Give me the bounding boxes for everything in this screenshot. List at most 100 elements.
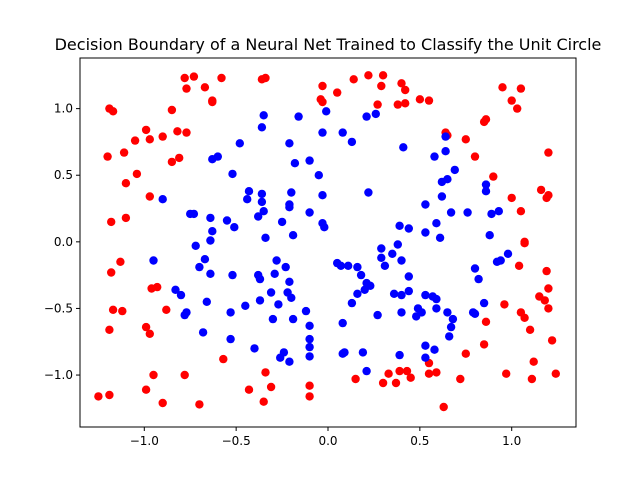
data-point-s1-145 (437, 192, 447, 201)
data-point-s1-125 (404, 224, 413, 233)
data-point-s0-22 (145, 192, 154, 201)
data-point-s1-98 (421, 290, 430, 300)
data-point-s1-58 (274, 300, 283, 309)
data-point-s0-28 (118, 306, 127, 316)
data-point-s0-44 (259, 397, 268, 406)
data-point-s1-134 (380, 261, 390, 270)
data-point-s1-21 (287, 188, 296, 197)
data-point-s0-64 (502, 369, 511, 378)
data-point-s1-42 (149, 256, 158, 265)
data-point-s1-6 (362, 112, 371, 121)
data-point-s0-111 (316, 95, 325, 104)
data-point-s0-102 (401, 99, 410, 108)
data-point-s0-82 (516, 207, 526, 216)
data-point-s1-137 (344, 261, 353, 270)
data-point-s0-1 (108, 107, 118, 116)
data-point-s0-80 (520, 237, 529, 246)
data-point-s0-4 (141, 125, 151, 135)
data-point-s0-20 (121, 179, 131, 188)
data-point-s1-30 (230, 223, 239, 232)
data-point-s1-83 (421, 353, 430, 362)
data-point-s0-114 (257, 75, 267, 84)
data-point-s1-103 (448, 314, 458, 324)
data-point-s0-53 (395, 366, 404, 376)
data-point-s1-61 (305, 321, 314, 330)
data-point-s1-75 (305, 334, 314, 344)
data-point-s1-33 (277, 217, 287, 227)
data-point-s0-78 (514, 261, 524, 270)
data-point-s1-126 (395, 221, 404, 230)
data-point-s0-15 (173, 127, 182, 136)
chart-title: Decision Boundary of a Neural Net Traine… (55, 35, 602, 54)
data-point-s1-52 (285, 277, 294, 286)
data-point-s1-80 (358, 348, 368, 357)
data-point-s1-56 (241, 301, 250, 310)
data-point-s0-13 (208, 96, 217, 105)
data-point-s1-127 (393, 240, 402, 249)
data-point-s1-97 (417, 308, 426, 317)
data-point-s0-99 (415, 95, 425, 104)
data-point-s0-107 (364, 71, 373, 80)
data-point-s1-136 (353, 262, 362, 272)
data-point-s0-72 (535, 292, 544, 301)
data-point-s0-32 (141, 322, 151, 332)
data-point-s0-36 (180, 370, 189, 380)
data-point-s1-36 (318, 219, 327, 228)
data-point-s1-64 (171, 285, 180, 294)
data-point-s1-59 (288, 314, 298, 324)
data-point-s0-83 (536, 185, 546, 195)
x-tick-label: −1.0 (130, 434, 159, 448)
data-point-s0-46 (261, 368, 270, 377)
data-point-s0-11 (200, 83, 210, 92)
data-point-s1-34 (305, 208, 314, 217)
data-point-s0-61 (461, 349, 470, 358)
data-point-s0-91 (489, 172, 498, 181)
data-point-s1-37 (288, 231, 298, 240)
data-point-s1-41 (261, 233, 270, 242)
data-point-s1-109 (470, 264, 480, 273)
data-point-s1-54 (287, 293, 296, 302)
data-point-s0-38 (158, 398, 167, 408)
data-point-s1-82 (395, 350, 404, 360)
data-point-s1-135 (366, 281, 375, 290)
data-point-s0-26 (107, 268, 116, 277)
y-tick-label: 0.5 (54, 168, 73, 182)
data-point-s0-2 (130, 136, 140, 145)
x-tick-label: 0.0 (318, 434, 337, 448)
data-point-s0-51 (384, 369, 393, 378)
data-point-s1-91 (373, 310, 382, 320)
data-point-s1-12 (213, 152, 222, 161)
data-point-s0-69 (527, 374, 537, 384)
data-point-s1-67 (180, 310, 189, 320)
data-point-s0-42 (219, 354, 228, 364)
x-tick-label: −0.5 (222, 434, 251, 448)
data-point-s1-20 (257, 197, 267, 207)
data-point-s0-8 (180, 73, 189, 83)
y-tick-label: 1.0 (54, 102, 73, 116)
data-point-s0-43 (244, 385, 254, 394)
data-point-s0-94 (470, 152, 480, 161)
data-point-s0-68 (525, 325, 535, 334)
data-point-s0-109 (333, 88, 342, 97)
data-point-s0-9 (182, 84, 191, 93)
data-point-s1-104 (446, 322, 456, 332)
data-point-s1-87 (347, 298, 357, 308)
data-point-s0-40 (94, 392, 103, 401)
data-point-s1-110 (474, 274, 483, 284)
data-point-s1-122 (432, 219, 441, 228)
data-point-s0-112 (318, 81, 327, 91)
data-point-s0-98 (424, 96, 434, 105)
y-tick-label: 0.0 (54, 235, 73, 249)
data-point-s1-118 (481, 180, 491, 189)
data-point-s0-7 (167, 105, 177, 115)
data-point-s0-45 (266, 382, 276, 392)
data-point-s1-85 (430, 345, 439, 354)
data-point-s0-24 (107, 217, 116, 227)
data-point-s1-139 (333, 258, 342, 268)
data-point-s1-60 (301, 306, 311, 316)
data-point-s1-3 (322, 107, 331, 116)
data-point-s1-38 (208, 227, 217, 236)
data-point-s1-115 (487, 209, 496, 219)
data-point-s0-76 (544, 304, 553, 313)
